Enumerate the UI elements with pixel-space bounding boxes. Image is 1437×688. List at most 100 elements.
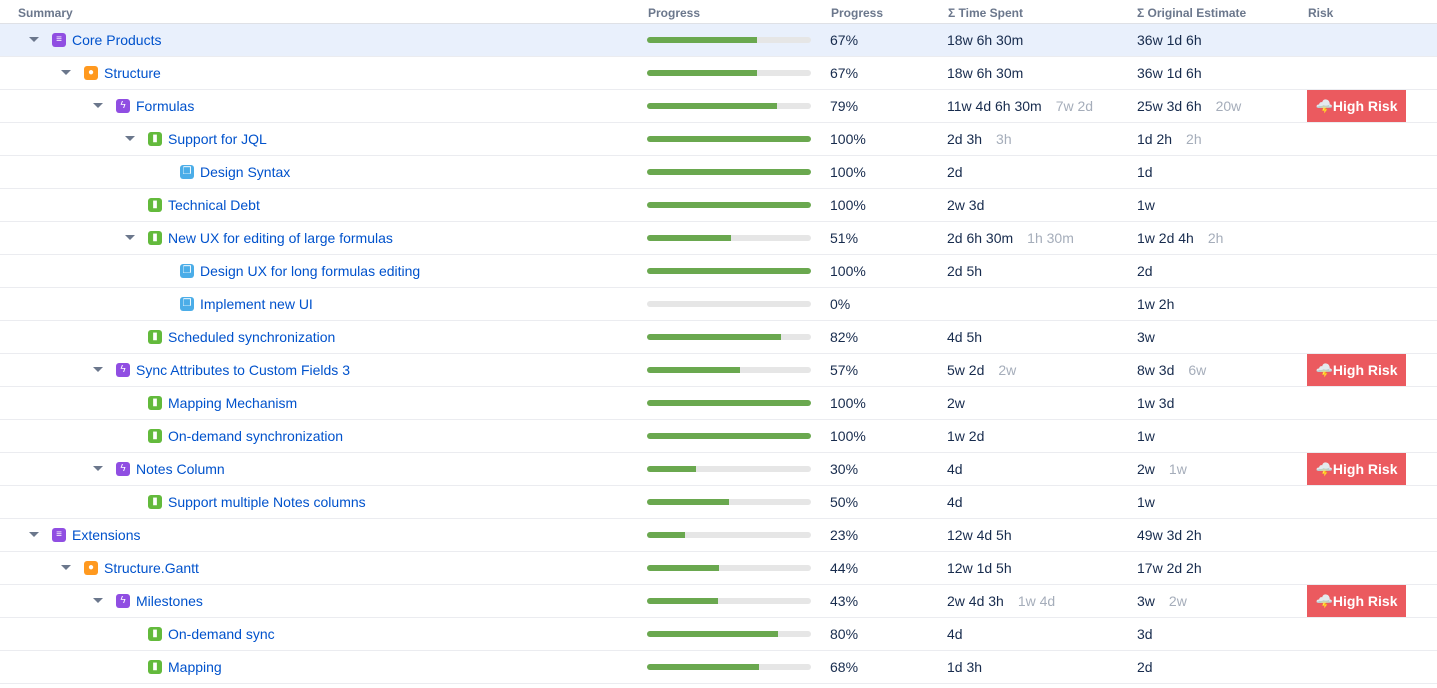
- table-row[interactable]: ▮ Mapping Mechanism 100% 2w 1w 3d: [0, 387, 1437, 420]
- original-estimate: 1d 2h 2h: [1137, 131, 1202, 147]
- time-spent: 4d 5h: [947, 329, 982, 345]
- estimate-total: 3w: [1137, 593, 1155, 609]
- collapse-arrow-icon[interactable]: [29, 37, 39, 42]
- time-spent: 2w 4d 3h 1w 4d: [947, 593, 1055, 609]
- table-row[interactable]: ϟ Notes Column 30% 4d 2w 1w 🌩️High Risk: [0, 453, 1437, 486]
- issue-summary-link[interactable]: Core Products: [72, 32, 162, 48]
- collapse-arrow-icon[interactable]: [61, 565, 71, 570]
- collapse-arrow-icon[interactable]: [93, 367, 103, 372]
- epic-icon: ≡: [52, 33, 66, 47]
- table-row[interactable]: ϟ Sync Attributes to Custom Fields 3 57% 5w…: [0, 354, 1437, 387]
- time-spent-total: 4d 5h: [947, 329, 983, 345]
- table-row[interactable]: ❐ Design UX for long formulas editing 100%…: [0, 255, 1437, 288]
- collapse-arrow-icon[interactable]: [93, 103, 103, 108]
- table-row[interactable]: ▮ Support multiple Notes columns 50% 4d 1w: [0, 486, 1437, 519]
- time-spent-total: 2w 3d: [947, 197, 985, 213]
- header-original-estimate[interactable]: Σ Original Estimate: [1137, 6, 1247, 20]
- table-row[interactable]: ≡ Core Products 67% 18w 6h 30m 36w 1d 6h: [0, 24, 1437, 57]
- collapse-arrow-icon[interactable]: [29, 532, 39, 537]
- issue-summary-link[interactable]: Design UX for long formulas editing: [200, 263, 421, 279]
- table-row[interactable]: ● Structure 67% 18w 6h 30m 36w 1d 6h: [0, 57, 1437, 90]
- header-summary[interactable]: Summary: [18, 6, 73, 20]
- progress-fill: [647, 400, 811, 406]
- table-row[interactable]: ▮ Technical Debt 100% 2w 3d 1w: [0, 189, 1437, 222]
- table-row[interactable]: ▮ Mapping 68% 1d 3h 2d: [0, 651, 1437, 684]
- table-row[interactable]: ▮ Scheduled synchronization 82% 4d 5h 3w: [0, 321, 1437, 354]
- issue-summary-link[interactable]: Formulas: [136, 98, 195, 114]
- estimate-total: 1w: [1137, 197, 1155, 213]
- table-row[interactable]: ϟ Milestones 43% 2w 4d 3h 1w 4d 3w 2w 🌩️High Ri…: [0, 585, 1437, 618]
- time-spent: 2d 5h: [947, 263, 982, 279]
- issue-summary-link[interactable]: Mapping Mechanism: [168, 395, 298, 411]
- progress-fill: [647, 202, 811, 208]
- table-row[interactable]: ● Structure.Gantt 44% 12w 1d 5h 17w 2d 2h: [0, 552, 1437, 585]
- header-progress-bar[interactable]: Progress: [648, 6, 701, 20]
- progress-value: 80%: [830, 626, 859, 642]
- progress-value: 0%: [830, 296, 851, 312]
- high-risk-badge: 🌩️High Risk: [1307, 585, 1406, 617]
- table-row[interactable]: ≡ Extensions 23% 12w 4d 5h 49w 3d 2h: [0, 519, 1437, 552]
- progress-value: 43%: [830, 593, 859, 609]
- header-progress[interactable]: Progress: [831, 6, 884, 20]
- issue-summary-link[interactable]: Support multiple Notes columns: [168, 494, 366, 510]
- issue-summary-link[interactable]: On-demand synchronization: [168, 428, 344, 444]
- progress-fill: [647, 169, 811, 175]
- issue-summary-link[interactable]: New UX for editing of large formulas: [168, 230, 393, 246]
- header-time-spent[interactable]: Σ Time Spent: [948, 6, 1023, 20]
- progress-bar: [647, 433, 811, 439]
- progress-fill: [647, 268, 811, 274]
- table-row[interactable]: ▮ On-demand sync 80% 4d 3d: [0, 618, 1437, 651]
- story-icon: ▮: [148, 396, 162, 410]
- table-row[interactable]: ❐ Implement new UI 0% 1w 2h: [0, 288, 1437, 321]
- collapse-arrow-icon[interactable]: [125, 136, 135, 141]
- original-estimate: 1w 3d: [1137, 395, 1174, 411]
- issue-summary-link[interactable]: Implement new UI: [200, 296, 313, 312]
- estimate-own: 6w: [1188, 362, 1207, 378]
- estimate-total: 1d: [1137, 164, 1153, 180]
- time-spent-total: 12w 4d 5h: [947, 527, 1012, 543]
- collapse-arrow-icon[interactable]: [61, 70, 71, 75]
- table-row[interactable]: ▮ Support for JQL 100% 2d 3h 3h 1d 2h 2h: [0, 123, 1437, 156]
- progress-fill: [647, 466, 697, 472]
- header-risk[interactable]: Risk: [1308, 6, 1334, 20]
- issue-summary-link[interactable]: Technical Debt: [168, 197, 260, 213]
- progress-value: 30%: [830, 461, 859, 477]
- progress-value: 50%: [830, 494, 859, 510]
- idea-icon: ●: [84, 66, 98, 80]
- issue-summary-link[interactable]: Structure.Gantt: [104, 560, 199, 576]
- collapse-arrow-icon[interactable]: [93, 466, 103, 471]
- issue-summary-link[interactable]: Scheduled synchronization: [168, 329, 336, 345]
- progress-value: 100%: [830, 164, 866, 180]
- estimate-total: 25w 3d 6h: [1137, 98, 1202, 114]
- progress-value: 23%: [830, 527, 859, 543]
- issue-summary-link[interactable]: Support for JQL: [168, 131, 267, 147]
- progress-fill: [647, 367, 741, 373]
- original-estimate: 17w 2d 2h: [1137, 560, 1202, 576]
- collapse-arrow-icon[interactable]: [125, 235, 135, 240]
- progress-bar: [647, 169, 811, 175]
- story-icon: ▮: [148, 660, 162, 674]
- issue-summary-link[interactable]: Sync Attributes to Custom Fields 3: [136, 362, 350, 378]
- table-row[interactable]: ϟ Formulas 79% 11w 4d 6h 30m 7w 2d 25w 3d 6h 2…: [0, 90, 1437, 123]
- collapse-arrow-icon[interactable]: [93, 598, 103, 603]
- issue-summary-link[interactable]: Mapping: [168, 659, 222, 675]
- issue-summary-link[interactable]: Structure: [104, 65, 161, 81]
- issue-summary-link[interactable]: Notes Column: [136, 461, 225, 477]
- estimate-total: 8w 3d: [1137, 362, 1175, 378]
- progress-bar: [647, 202, 811, 208]
- progress-fill: [647, 433, 811, 439]
- estimate-own: 20w: [1215, 98, 1242, 114]
- issue-summary-link[interactable]: Extensions: [72, 527, 141, 543]
- progress-fill: [647, 334, 782, 340]
- feature-icon: ϟ: [116, 462, 130, 476]
- issue-summary-link[interactable]: On-demand sync: [168, 626, 275, 642]
- table-row[interactable]: ❐ Design Syntax 100% 2d 1d: [0, 156, 1437, 189]
- table-row[interactable]: ▮ New UX for editing of large formulas 51%…: [0, 222, 1437, 255]
- issue-summary-link[interactable]: Milestones: [136, 593, 203, 609]
- progress-bar: [647, 136, 811, 142]
- estimate-own: 2h: [1186, 131, 1202, 147]
- time-spent-total: 4d: [947, 461, 963, 477]
- time-spent: 2d: [947, 164, 963, 180]
- table-row[interactable]: ▮ On-demand synchronization 100% 1w 2d 1w: [0, 420, 1437, 453]
- issue-summary-link[interactable]: Design Syntax: [200, 164, 291, 180]
